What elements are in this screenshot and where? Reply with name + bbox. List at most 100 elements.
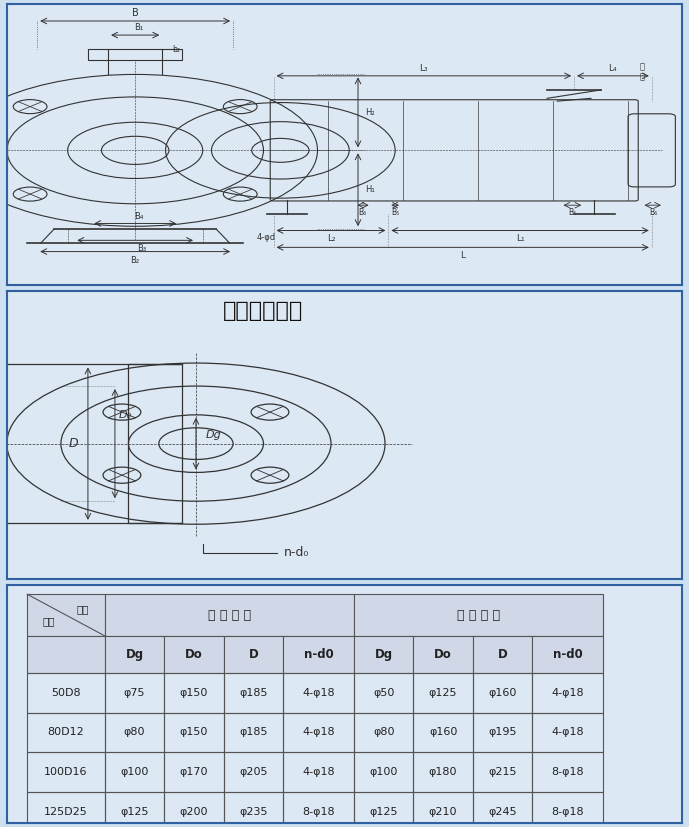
Bar [532, 713, 603, 753]
Text: φ80: φ80 [373, 728, 394, 738]
Text: B₆: B₆ [358, 208, 367, 217]
Text: φ160: φ160 [429, 728, 457, 738]
Text: B₅: B₅ [568, 208, 576, 217]
Text: 尺寸: 尺寸 [43, 616, 55, 626]
Text: D: D [497, 648, 507, 661]
Bar [532, 792, 603, 827]
Bar [27, 595, 105, 636]
Text: H₂: H₂ [364, 108, 374, 117]
Text: φ160: φ160 [489, 688, 517, 698]
Bar [128, 365, 183, 523]
Text: Dg: Dg [206, 430, 222, 440]
Text: φ180: φ180 [429, 767, 457, 777]
Bar [354, 753, 413, 792]
Bar [532, 636, 603, 673]
Text: φ125: φ125 [121, 807, 149, 817]
Bar [164, 673, 224, 713]
Text: D: D [249, 648, 258, 661]
Bar [27, 673, 105, 713]
Bar [283, 713, 354, 753]
Text: φ100: φ100 [121, 767, 149, 777]
Text: B: B [132, 7, 138, 17]
Text: L: L [460, 251, 465, 260]
Bar [88, 49, 183, 60]
Text: φ210: φ210 [429, 807, 457, 817]
Bar [164, 636, 224, 673]
Bar [27, 636, 105, 673]
Text: 吐 出 法 兰: 吐 出 法 兰 [457, 609, 500, 622]
Text: 4-φ18: 4-φ18 [551, 728, 584, 738]
Text: 8-φ18: 8-φ18 [302, 807, 335, 817]
Text: 4-φ18: 4-φ18 [551, 688, 584, 698]
Text: φ205: φ205 [239, 767, 267, 777]
Text: B₃: B₃ [137, 244, 147, 253]
Bar [105, 636, 164, 673]
Text: n-d0: n-d0 [304, 648, 333, 661]
Text: 50D8: 50D8 [51, 688, 81, 698]
Bar [354, 792, 413, 827]
Bar [283, 636, 354, 673]
Text: n-d0: n-d0 [553, 648, 582, 661]
Bar [224, 792, 283, 827]
Bar [224, 673, 283, 713]
Text: 型号: 型号 [76, 604, 90, 614]
Text: φ245: φ245 [489, 807, 517, 817]
Text: 100D16: 100D16 [44, 767, 88, 777]
Bar [105, 673, 164, 713]
Text: L₂: L₂ [327, 234, 336, 243]
Bar [164, 792, 224, 827]
Text: Dg: Dg [125, 648, 143, 661]
Text: L₁: L₁ [516, 234, 524, 243]
Text: 吸入吐出法兰: 吸入吐出法兰 [223, 301, 304, 321]
Bar [354, 636, 413, 673]
Bar [283, 753, 354, 792]
Text: φ185: φ185 [239, 688, 267, 698]
Bar [105, 713, 164, 753]
Bar [27, 792, 105, 827]
Text: 吸 入 法 兰: 吸 入 法 兰 [208, 609, 251, 622]
Text: 4-φ18: 4-φ18 [302, 688, 335, 698]
Bar [413, 792, 473, 827]
Bar [473, 713, 532, 753]
Text: L₄: L₄ [608, 64, 617, 73]
Text: 出
水: 出 水 [639, 62, 644, 81]
Bar [224, 713, 283, 753]
Text: n-d₀: n-d₀ [284, 547, 309, 560]
Bar [354, 713, 413, 753]
Text: H₁: H₁ [364, 185, 375, 194]
Text: φ170: φ170 [180, 767, 208, 777]
Text: B₅: B₅ [391, 208, 399, 217]
Bar [532, 673, 603, 713]
Text: Dg: Dg [375, 648, 393, 661]
Text: φ185: φ185 [239, 728, 267, 738]
Bar [27, 713, 105, 753]
Bar [105, 753, 164, 792]
Text: φ125: φ125 [429, 688, 457, 698]
Bar [413, 753, 473, 792]
Text: B₁: B₁ [134, 23, 143, 32]
Text: B₄: B₄ [134, 213, 143, 221]
Bar [164, 713, 224, 753]
Text: φ150: φ150 [180, 728, 208, 738]
Bar [283, 792, 354, 827]
Bar [164, 753, 224, 792]
Bar [224, 636, 283, 673]
Text: Do: Do [434, 648, 452, 661]
Text: φ50: φ50 [373, 688, 394, 698]
Text: φ80: φ80 [124, 728, 145, 738]
Text: Do: Do [185, 648, 203, 661]
Text: φ235: φ235 [239, 807, 267, 817]
Bar [413, 673, 473, 713]
Text: φ75: φ75 [124, 688, 145, 698]
Bar [473, 792, 532, 827]
Bar [473, 636, 532, 673]
Text: φ200: φ200 [180, 807, 208, 817]
Text: φ150: φ150 [180, 688, 208, 698]
Text: b₂: b₂ [172, 45, 181, 54]
Text: φ100: φ100 [369, 767, 398, 777]
Bar [105, 792, 164, 827]
Text: L₃: L₃ [420, 64, 428, 73]
Bar [105, 595, 354, 636]
Text: 80D12: 80D12 [48, 728, 84, 738]
Bar [413, 713, 473, 753]
